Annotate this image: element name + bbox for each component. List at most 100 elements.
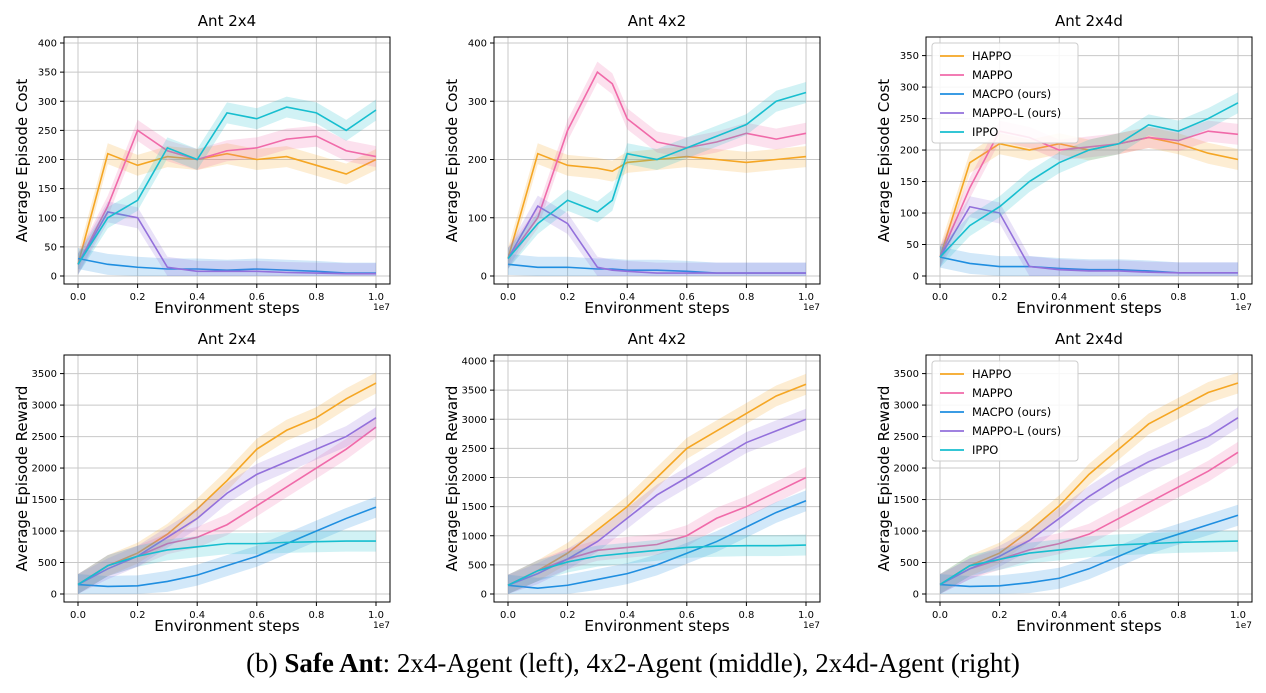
x-tick-label: 0.2 [560, 292, 576, 303]
x-tick-label: 0.8 [1170, 610, 1186, 621]
series-band [940, 92, 1238, 268]
x-tick-label: 0.0 [70, 292, 86, 303]
series-line [507, 383, 807, 586]
series-line [77, 152, 377, 265]
x-axis-label: Environment steps [1016, 299, 1162, 317]
series-line [939, 382, 1239, 586]
legend-label: MACPO (ours) [972, 405, 1051, 419]
y-tick-label: 350 [900, 51, 919, 62]
x-tick-label: 0.6 [679, 610, 695, 621]
series-band [508, 534, 806, 594]
series-line [939, 451, 1239, 586]
y-axis-label: Average Episode Cost [13, 79, 31, 243]
y-tick-label: 150 [900, 177, 919, 188]
x-axis-label: Environment steps [154, 299, 300, 317]
y-axis-label: Average Episode Cost [875, 79, 893, 243]
plot-frame [925, 36, 1253, 285]
chart-title: Ant 4x2 [628, 330, 686, 348]
y-tick-label: 350 [38, 68, 57, 79]
legend-label: MACPO (ours) [972, 87, 1051, 101]
x-axis-label: Environment steps [1016, 617, 1162, 635]
x-tick-label: 1.0 [368, 610, 384, 621]
y-tick-label: 200 [900, 146, 919, 157]
series-line [77, 106, 377, 265]
plot-frame [925, 354, 1253, 603]
y-tick-label: 3500 [462, 386, 487, 397]
series-band [940, 504, 1238, 594]
x-tick-label: 0.0 [70, 610, 86, 621]
caption-rest: : 2x4-Agent (left), 4x2-Agent (middle), … [382, 648, 1020, 678]
y-tick-label: 3000 [894, 401, 919, 412]
x-tick-label: 0.0 [932, 292, 948, 303]
x-multiplier: 1e7 [803, 303, 820, 313]
y-tick-label: 2000 [32, 464, 57, 475]
series-line [77, 540, 376, 586]
series-line [507, 204, 806, 274]
caption-prefix: (b) [246, 648, 285, 678]
series-line [77, 382, 377, 586]
series-line [507, 418, 807, 587]
y-tick-label: 250 [900, 114, 919, 125]
x-tick-label: 0.4 [619, 292, 635, 303]
x-axis-label: Environment steps [154, 617, 300, 635]
y-tick-label: 300 [900, 83, 919, 94]
legend-label: IPPO [972, 443, 998, 457]
chart-6: 0.0 0.2 0.4 0.6 0.8 1.0 0 500 1000 1500 2000 2500 30… [875, 330, 1253, 635]
series-band [508, 490, 806, 594]
series-band [940, 530, 1238, 594]
chart-2: 0.0 0.2 0.4 0.6 0.8 1.0 0 100 200 300 400 1e7 Ant 4x… [443, 12, 821, 317]
plot-frame [63, 36, 391, 285]
legend: HAPPO MAPPO MACPO (ours) MAPPO-L (ours) IPPO [931, 42, 1079, 144]
y-tick-label: 50 [44, 242, 57, 253]
x-tick-label: 1.0 [368, 292, 384, 303]
x-tick-label: 0.4 [1051, 292, 1067, 303]
series-band [508, 408, 806, 594]
y-tick-label: 400 [468, 39, 487, 50]
y-tick-label: 2500 [32, 432, 57, 443]
plot-frame [493, 36, 821, 285]
series-line [77, 257, 376, 274]
y-axis-label: Average Episode Reward [443, 386, 461, 572]
legend-label: HAPPO [972, 49, 1011, 63]
series-line [939, 102, 1239, 258]
series-band [508, 253, 806, 276]
series-band [508, 82, 806, 270]
x-tick-label: 0.8 [1170, 292, 1186, 303]
y-tick-label: 200 [468, 155, 487, 166]
y-tick-label: 100 [38, 213, 57, 224]
x-axis-label: Environment steps [584, 617, 730, 635]
y-tick-label: 2000 [894, 464, 919, 475]
legend-box [931, 360, 1079, 462]
series-band [78, 530, 376, 594]
y-tick-label: 0 [51, 590, 57, 601]
plot-frame [493, 354, 821, 603]
x-tick-label: 0.2 [992, 292, 1008, 303]
x-tick-label: 0.4 [189, 292, 205, 303]
x-tick-label: 0.0 [932, 610, 948, 621]
y-tick-label: 0 [913, 590, 919, 601]
y-axis-label: Average Episode Reward [13, 386, 31, 572]
y-tick-label: 2500 [462, 444, 487, 455]
series-band [940, 372, 1238, 594]
legend-label: MAPPO-L (ours) [972, 424, 1061, 438]
x-tick-label: 0.0 [500, 610, 516, 621]
series-line [939, 130, 1239, 258]
y-tick-label: 1500 [894, 495, 919, 506]
x-tick-label: 0.2 [130, 610, 146, 621]
x-tick-label: 0.8 [308, 610, 324, 621]
series-band [78, 496, 376, 594]
y-tick-label: 4000 [462, 357, 487, 368]
legend-label: MAPPO [972, 68, 1013, 82]
series-line [939, 417, 1239, 586]
x-tick-label: 0.4 [619, 610, 635, 621]
x-tick-label: 1.0 [1230, 292, 1246, 303]
series-line [77, 129, 377, 265]
figure: 0.0 0.2 0.4 0.6 0.8 1.0 0 50 100 150 200 250 300 350 4… [13, 12, 1253, 635]
y-tick-label: 500 [468, 560, 487, 571]
x-multiplier: 1e7 [1235, 621, 1252, 631]
x-multiplier: 1e7 [803, 621, 820, 631]
chart-title: Ant 2x4 [198, 12, 256, 30]
x-tick-label: 0.4 [189, 610, 205, 621]
y-tick-label: 1500 [32, 495, 57, 506]
y-tick-label: 100 [468, 213, 487, 224]
